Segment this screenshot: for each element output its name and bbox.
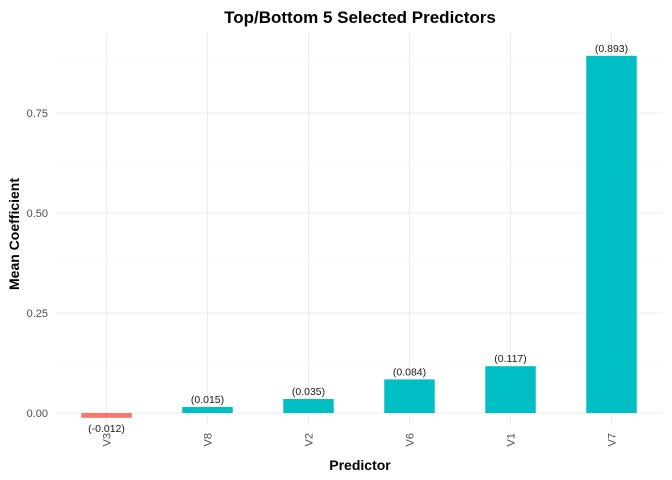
x-tick-label: V6 [405,433,417,446]
x-tick-label: V7 [607,433,619,446]
data-label: (0.893) [595,43,628,55]
bar-v1 [485,366,536,413]
bars [81,55,637,418]
bar-v8 [182,407,233,413]
bar-v2 [283,399,334,413]
y-tick-label: 0.75 [27,108,48,120]
data-label: (0.084) [393,366,426,378]
y-tick-label: 0.25 [27,308,48,320]
data-label: (-0.012) [88,423,125,435]
bar-v6 [384,379,435,413]
y-axis-ticks: 0.00 0.25 0.50 0.75 [27,108,48,420]
x-axis-title: Predictor [329,457,391,473]
x-tick-label: V2 [304,433,316,446]
data-label: (0.015) [191,394,224,406]
y-tick-label: 0.00 [27,408,48,420]
x-tick-label: V8 [203,433,215,446]
x-axis-ticks: V3 V8 V2 V6 V1 V7 [102,433,619,446]
bar-v7 [586,55,637,414]
data-label: (0.035) [292,386,325,398]
chart-title: Top/Bottom 5 Selected Predictors [224,8,496,27]
data-label: (0.117) [494,353,527,365]
y-tick-label: 0.50 [27,208,48,220]
x-tick-label: V1 [506,433,518,446]
x-tick-label: V3 [102,433,114,446]
grid [56,33,662,425]
data-labels: (-0.012) (0.015) (0.035) (0.084) (0.117) (0.8… [88,43,628,435]
bar-v3 [81,413,132,418]
y-axis-title: Mean Coefficient [6,178,22,290]
